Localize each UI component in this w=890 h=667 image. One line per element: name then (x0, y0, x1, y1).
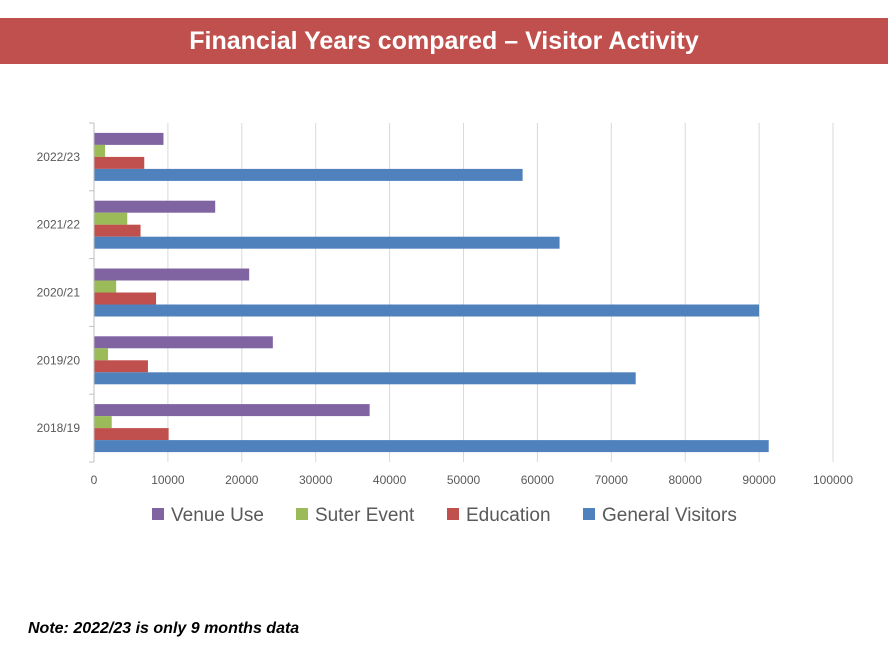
bar (94, 168, 523, 181)
legend-swatch (296, 508, 308, 520)
legend-swatch (583, 508, 595, 520)
axes: 0 10000 20000 30000 40000 50000 60000 70000 8000… (37, 122, 853, 487)
y-tick-label: 2022/23 (37, 150, 81, 164)
bar (94, 224, 141, 237)
x-tick-label: 40000 (373, 473, 407, 487)
footnote: Note: 2022/23 is only 9 months data (28, 620, 300, 637)
bar (94, 336, 273, 349)
x-tick-label: 70000 (595, 473, 629, 487)
x-tick-label: 80000 (669, 473, 703, 487)
x-tick-label: 50000 (447, 473, 481, 487)
bar (94, 440, 769, 453)
x-tick-label: 90000 (742, 473, 776, 487)
bar (94, 292, 157, 305)
legend-label: General Visitors (602, 505, 737, 526)
bar (94, 372, 636, 385)
bar (94, 304, 760, 317)
page-title: Financial Years compared – Visitor Activ… (189, 26, 699, 55)
x-tick-label: 0 (91, 473, 98, 487)
bar (94, 132, 164, 145)
legend-swatch (447, 508, 459, 520)
bar (94, 360, 148, 373)
bars (94, 132, 769, 453)
y-tick-label: 2018/19 (37, 421, 81, 435)
bar (94, 428, 169, 441)
x-tick-label: 60000 (521, 473, 555, 487)
bar (94, 144, 106, 157)
bar (94, 236, 560, 249)
legend-label: Education (466, 505, 551, 526)
legend-label: Venue Use (171, 505, 264, 526)
bar-chart: 0 10000 20000 30000 40000 50000 60000 70000 8000… (37, 122, 853, 526)
bar (94, 280, 117, 293)
x-tick-label: 10000 (151, 473, 185, 487)
x-tick-label: 20000 (225, 473, 259, 487)
bar (94, 212, 128, 225)
x-tick-label: 100000 (813, 473, 853, 487)
x-tick-label: 30000 (299, 473, 333, 487)
y-tick-label: 2019/20 (37, 353, 81, 367)
bar (94, 348, 109, 361)
bar (94, 268, 250, 281)
bar (94, 200, 216, 213)
y-tick-label: 2020/21 (37, 286, 81, 300)
bar (94, 416, 112, 429)
bar (94, 404, 370, 417)
legend-swatch (152, 508, 164, 520)
y-tick-label: 2021/22 (37, 218, 81, 232)
title-banner: Financial Years compared – Visitor Activ… (0, 18, 888, 64)
legend: Venue Use Suter Event Education General Vis… (152, 505, 737, 526)
bar (94, 156, 145, 169)
legend-label: Suter Event (315, 505, 415, 526)
